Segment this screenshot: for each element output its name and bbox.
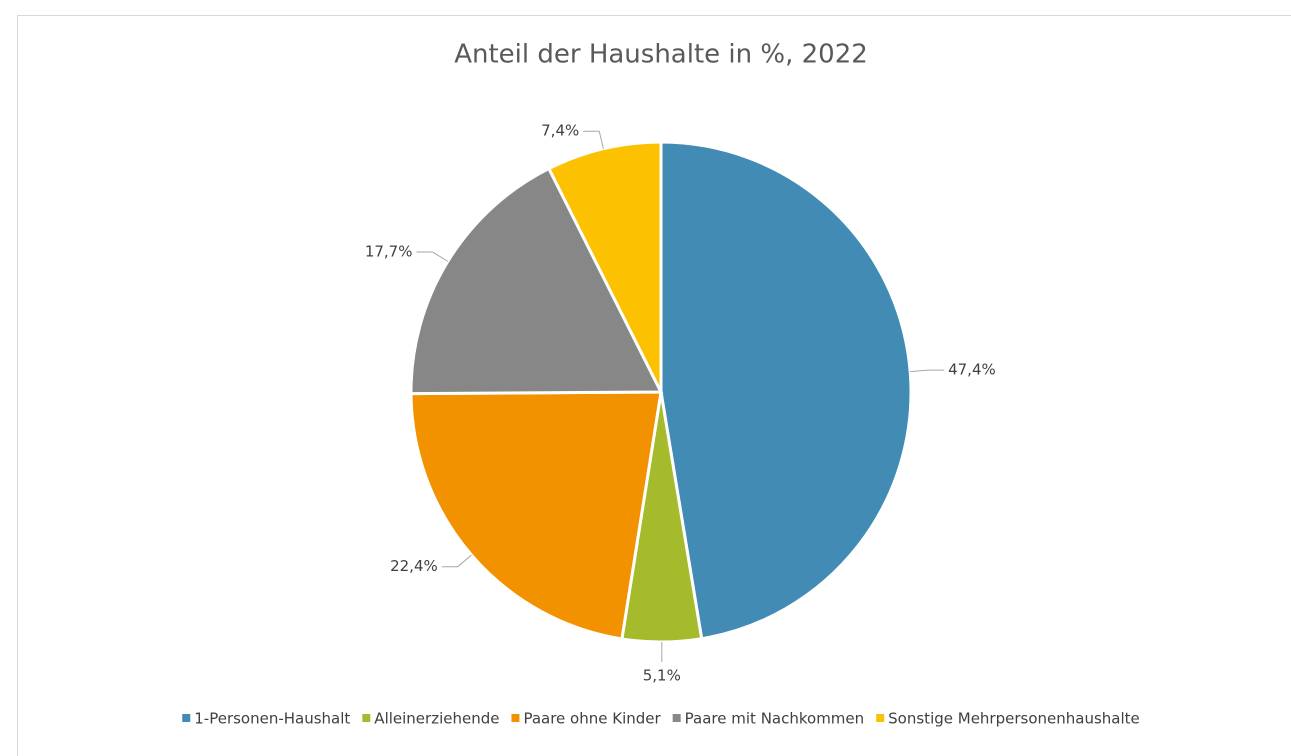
leader-line xyxy=(416,251,449,262)
legend-label: Paare ohne Kinder xyxy=(523,710,661,728)
chart-title: Anteil der Haushalte in %, 2022 xyxy=(454,40,868,70)
legend-swatch xyxy=(362,714,371,722)
data-label: 47,4% xyxy=(948,361,996,379)
legend-label: Alleinerziehende xyxy=(374,710,499,728)
legend-swatch xyxy=(511,714,520,722)
legend-label: Paare mit Nachkommen xyxy=(685,710,864,728)
leader-line xyxy=(441,554,472,568)
legend: 1-Personen-Haushalt Alleinerziehende Paare… xyxy=(182,710,1140,728)
pie-slice xyxy=(659,140,913,641)
legend-swatch xyxy=(876,714,885,722)
legend-label: 1-Personen-Haushalt xyxy=(194,710,350,728)
legend-swatch xyxy=(672,714,681,722)
data-label: 7,4% xyxy=(541,122,579,140)
data-label: 17,7% xyxy=(365,242,413,260)
data-label: 22,4% xyxy=(390,557,438,575)
leader-line xyxy=(910,369,945,373)
pie-slice xyxy=(409,166,664,396)
pie-slice xyxy=(409,390,663,641)
leader-line xyxy=(583,130,604,149)
pie-slice xyxy=(546,140,663,393)
legend-swatch xyxy=(182,714,191,722)
data-label: 5,1% xyxy=(643,666,681,684)
legend-label: Sonstige Mehrpersonenhaushalte xyxy=(888,710,1140,728)
